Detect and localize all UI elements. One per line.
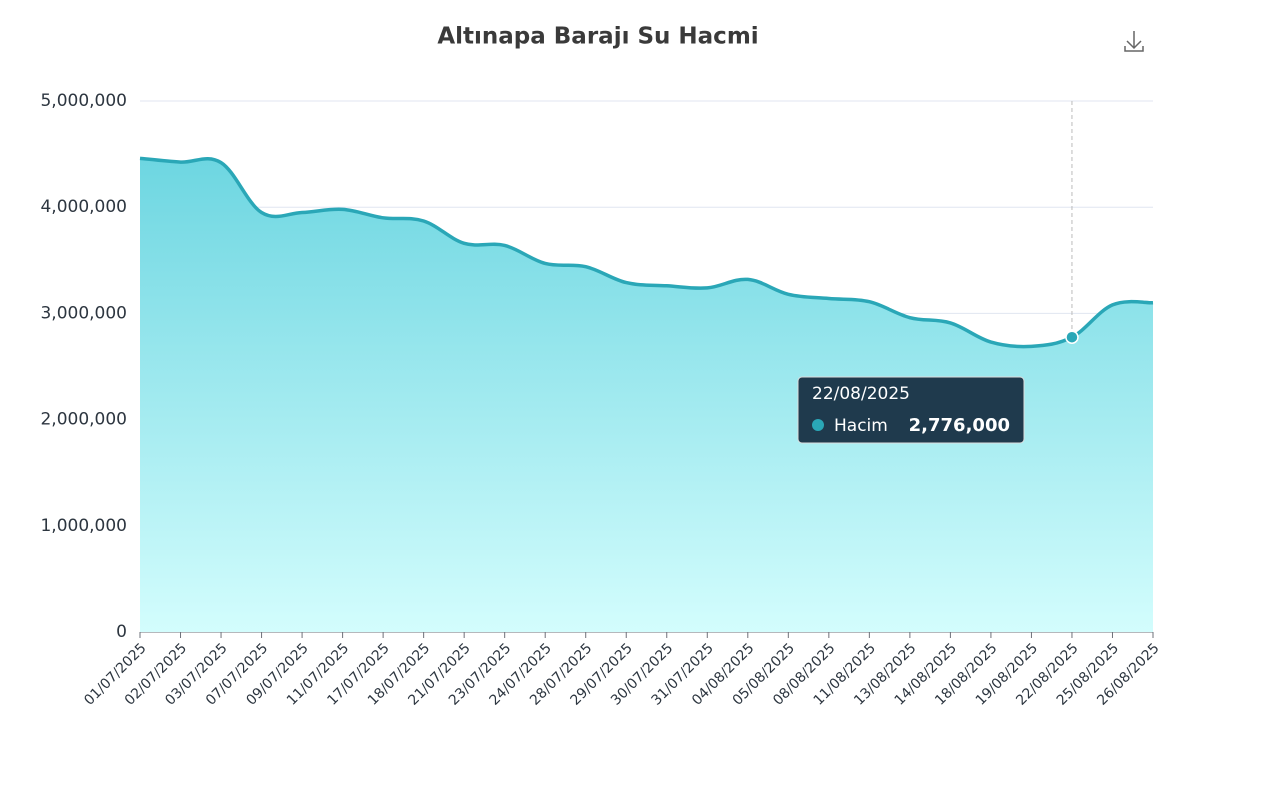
tooltip-dot xyxy=(812,419,824,431)
download-glyph[interactable] xyxy=(1124,31,1144,52)
tooltip-value: 2,776,000 xyxy=(909,415,1010,436)
y-tick-label: 1,000,000 xyxy=(40,516,127,536)
line xyxy=(139,156,1154,349)
y-tick-label: 5,000,000 xyxy=(40,91,127,111)
y-tick-label: 3,000,000 xyxy=(40,303,127,323)
tooltip xyxy=(797,376,1025,444)
y-tick-label: 4,000,000 xyxy=(40,197,127,217)
y-tick-label: 2,000,000 xyxy=(40,410,127,430)
chart-title: Altınapa Barajı Su Hacmi xyxy=(437,24,758,50)
point xyxy=(1065,330,1079,344)
area xyxy=(140,158,1153,632)
tooltip-name: Hacim xyxy=(834,416,888,436)
y-tick-label: 0 xyxy=(116,622,127,642)
tooltip-title: 22/08/2025 xyxy=(812,384,910,404)
download-icon[interactable] xyxy=(1124,31,1144,52)
